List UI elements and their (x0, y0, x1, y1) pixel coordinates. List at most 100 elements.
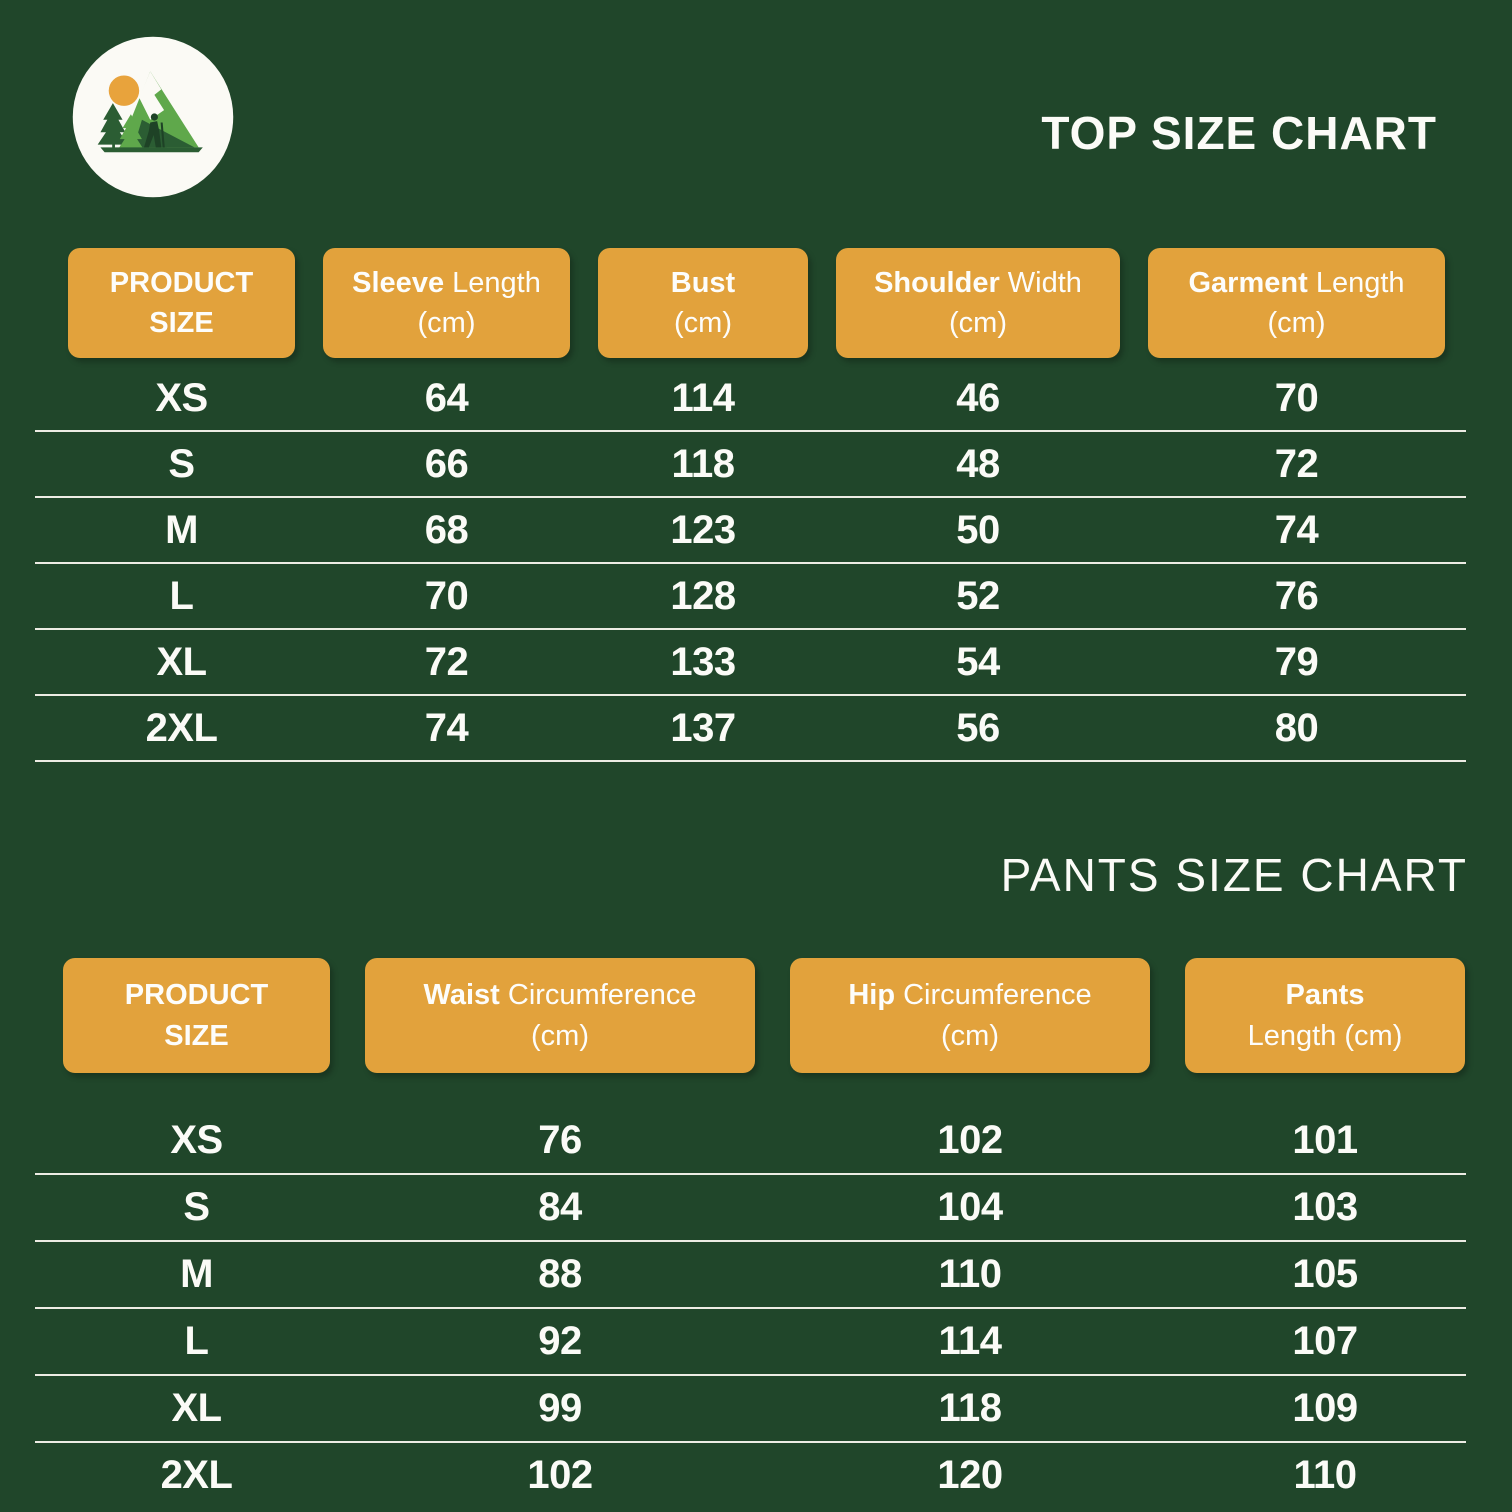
header-text-bold: Waist (423, 979, 500, 1012)
column-header: PRODUCT SIZE (68, 248, 295, 358)
size-cell: L (169, 573, 194, 618)
header-text: (cm) (949, 307, 1007, 339)
header-text-bold: Hip (848, 979, 896, 1012)
header-text-bold: PRODUCT (109, 266, 254, 299)
value-cell: 46 (956, 375, 1000, 420)
value-cell: 101 (1292, 1118, 1358, 1162)
snow-cap (139, 71, 165, 120)
value-cell: 72 (1274, 441, 1319, 486)
top-chart-header-row: PRODUCT SIZE Sleeve Length (cm) Bust (cm) Shou… (68, 248, 1445, 358)
brand-logo (70, 34, 236, 200)
value-cell: 114 (671, 375, 735, 420)
value-cell: 120 (937, 1453, 1003, 1497)
header-line: Length (cm) (1248, 1016, 1403, 1056)
value-cell: 105 (1292, 1252, 1358, 1296)
ground (100, 147, 203, 153)
column-header: Waist Circumference (cm) (365, 958, 755, 1073)
value-cell: 123 (670, 507, 736, 552)
header-line: PRODUCT (125, 975, 268, 1015)
mountain-hiker-logo (72, 36, 234, 198)
value-cell: 103 (1292, 1185, 1358, 1229)
header-text: (cm) (941, 1019, 999, 1052)
table-row: XS 76 102 101 (35, 1108, 1466, 1175)
header-text-bold: SIZE (164, 1019, 229, 1052)
value-cell: 109 (1292, 1386, 1358, 1430)
header-text-bold: Garment (1188, 266, 1308, 299)
value-cell: 110 (1293, 1453, 1357, 1497)
size-cell: XS (170, 1118, 223, 1162)
size-cell: S (168, 441, 195, 486)
column-header: Sleeve Length (cm) (323, 248, 570, 358)
size-cell: XS (155, 375, 208, 420)
pants-chart-title: PANTS SIZE CHART (1000, 849, 1468, 901)
table-row: S 84 104 103 (35, 1175, 1466, 1242)
top-chart-body: XS 64 114 46 70 S 66 118 48 72 M 68 123 50 74 L 70 128 52 7… (35, 366, 1466, 762)
header-text: (cm) (531, 1019, 589, 1052)
value-cell: 74 (1274, 507, 1319, 552)
value-cell: 70 (1274, 375, 1319, 420)
value-cell: 80 (1274, 705, 1319, 750)
header-line: Shoulder Width (874, 263, 1082, 303)
table-row: XL 99 118 109 (35, 1376, 1466, 1443)
value-cell: 72 (424, 639, 469, 684)
value-cell: 88 (538, 1252, 582, 1296)
value-cell: 76 (1274, 573, 1319, 618)
table-row: XS 64 114 46 70 (35, 366, 1466, 432)
value-cell: 54 (956, 639, 1000, 684)
value-cell: 70 (424, 573, 469, 618)
header-line: Bust (671, 263, 735, 303)
column-header: Bust (cm) (598, 248, 808, 358)
value-cell: 64 (424, 375, 469, 420)
hiker-head (150, 113, 158, 121)
header-line: (cm) (941, 1016, 999, 1056)
table-row: XL 72 133 54 79 (35, 630, 1466, 696)
header-line: (cm) (1268, 303, 1326, 343)
header-text: Circumference (903, 979, 1092, 1012)
pants-chart-body: XS 76 102 101 S 84 104 103 M 88 110 105 L 92 114 107 XL 9… (35, 1108, 1466, 1510)
size-cell: M (180, 1252, 213, 1296)
table-row: L 92 114 107 (35, 1309, 1466, 1376)
value-cell: 102 (527, 1453, 593, 1497)
header-line: SIZE (164, 1016, 228, 1056)
header-text-bold: Bust (670, 266, 736, 299)
header-line: Waist Circumference (424, 975, 697, 1015)
column-header: Garment Length (cm) (1148, 248, 1445, 358)
value-cell: 79 (1274, 639, 1319, 684)
header-line: SIZE (149, 303, 213, 343)
header-line: (cm) (949, 303, 1007, 343)
value-cell: 128 (670, 573, 736, 618)
header-line: (cm) (674, 303, 732, 343)
header-text-bold: Sleeve (352, 266, 445, 299)
size-cell: 2XL (145, 705, 218, 750)
value-cell: 74 (424, 705, 469, 750)
pants-chart-header-row: PRODUCT SIZE Waist Circumference (cm) Hip Ci… (63, 958, 1465, 1073)
value-cell: 56 (956, 705, 1000, 750)
header-text: Circumference (507, 979, 697, 1012)
header-line: Hip Circumference (848, 975, 1091, 1015)
value-cell: 133 (670, 639, 736, 684)
header-text-bold: PRODUCT (124, 979, 269, 1012)
table-row: 2XL 74 137 56 80 (35, 696, 1466, 762)
value-cell: 68 (424, 507, 469, 552)
column-header: PRODUCT SIZE (63, 958, 330, 1073)
header-text: (cm) (417, 307, 476, 339)
header-text-bold: Shoulder (874, 266, 1000, 299)
value-cell: 92 (538, 1319, 582, 1363)
header-text: Length (1315, 266, 1405, 299)
pine-tree-icon (118, 114, 144, 149)
size-cell: XL (171, 1386, 222, 1430)
top-chart-title: TOP SIZE CHART (1041, 107, 1437, 159)
value-cell: 114 (938, 1319, 1002, 1363)
value-cell: 110 (938, 1252, 1002, 1296)
column-header: Shoulder Width (cm) (836, 248, 1120, 358)
size-cell: M (165, 507, 198, 552)
table-row: L 70 128 52 76 (35, 564, 1466, 630)
value-cell: 48 (956, 441, 1000, 486)
hiker-icon (144, 121, 162, 148)
size-cell: S (183, 1185, 210, 1229)
column-header: Hip Circumference (cm) (790, 958, 1150, 1073)
value-cell: 66 (424, 441, 469, 486)
value-cell: 107 (1292, 1319, 1358, 1363)
column-header: Pants Length (cm) (1185, 958, 1465, 1073)
hiker-pole (160, 122, 165, 148)
